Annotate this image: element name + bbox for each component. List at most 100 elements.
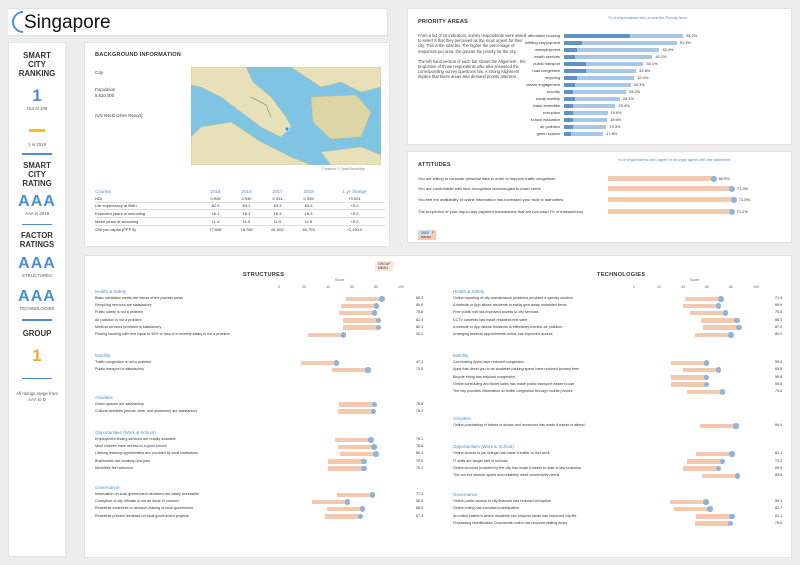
- factor-bar: [300, 360, 337, 366]
- priority-row: green spaces 17.8%: [408, 131, 793, 137]
- divider: [22, 223, 52, 225]
- factor-score-value: 77.3: [416, 492, 424, 496]
- factor-score-value: 80.4: [416, 451, 424, 456]
- priority-label: green spaces: [536, 131, 560, 136]
- category-heading: Activities: [453, 416, 471, 422]
- factor-score-marker: [703, 374, 710, 381]
- table-row: Mean years of schooling 11.4 11.5 11.5 11.5 +…: [95, 217, 385, 226]
- priority-description: From a list of 15 indicators, survey res…: [418, 33, 530, 80]
- factor-bar: [703, 325, 740, 330]
- table-cell: 83.5: [293, 201, 325, 210]
- factor-score-marker: [340, 332, 347, 338]
- background-title: BACKGROUND INFORMATION: [95, 52, 182, 58]
- factor-bar: [337, 409, 374, 414]
- priority-row: affordable housing 54.2%: [408, 33, 793, 39]
- table-cell: 0.935: [303, 195, 314, 201]
- factor-bar: [689, 310, 726, 316]
- priority-alignment-bar: [564, 69, 586, 73]
- city-map[interactable]: [191, 67, 381, 165]
- attitude-bar: [608, 176, 715, 181]
- priority-alignment-bar: [564, 83, 575, 87]
- attitude-question: The proportion of your day-to-day paymen…: [418, 209, 584, 214]
- priority-row: basic amenities 23.4%: [408, 103, 793, 109]
- axis-tick: 40: [326, 285, 330, 289]
- factor-score-value: 59.3: [775, 499, 783, 504]
- priority-alignment-bar: [564, 62, 586, 66]
- factor-item-label: Cultural activities (shows, bars, and mu…: [95, 408, 198, 413]
- factor-score-value: 85.2: [416, 296, 424, 300]
- factor-bar: [682, 466, 719, 471]
- divider: [22, 153, 52, 155]
- factor-item-label: Residents provide feedback on local gove…: [95, 513, 189, 518]
- table-cell: +0.001: [348, 195, 361, 201]
- factor-score-marker: [736, 324, 742, 331]
- attitude-question: You feel the availability of online info…: [418, 197, 564, 202]
- priority-value: 40.2%: [655, 54, 667, 59]
- factor-score-value: 81.1: [775, 451, 783, 456]
- table-cell: 83,793: [293, 224, 325, 233]
- factor-item-label: Medical services provision is satisfacto…: [95, 324, 162, 329]
- factor-bar: [336, 492, 373, 497]
- factor-score-value: 79.6: [775, 520, 783, 525]
- priority-row: corruption 19.8%: [408, 110, 793, 116]
- table-cell: +0.0: [324, 209, 385, 218]
- factor-score-value: 78.8: [416, 401, 424, 406]
- priority-value: 19.8%: [610, 110, 622, 115]
- priority-label: basic amenities: [533, 103, 560, 108]
- factor-score-marker: [357, 513, 364, 520]
- priority-value: 17.8%: [606, 131, 618, 136]
- structures-title: STRUCTURES: [243, 272, 285, 278]
- factor-item-label: CCTV cameras has made residents feel saf…: [453, 317, 528, 322]
- table-cell: GNI per capita (PPP $): [95, 224, 200, 233]
- priority-alignment-bar: [564, 111, 573, 115]
- axis-tick: 20: [657, 285, 661, 289]
- table-row: HDI 0.928 0.930 0.934 0.935 +0.001: [95, 195, 385, 202]
- priority-alignment-bar: [564, 104, 573, 108]
- table-header-cell: Country: [95, 188, 112, 194]
- factor-bar: [335, 437, 372, 442]
- factor-item-label: Online public access to city finances ha…: [453, 499, 551, 504]
- factor-score-marker: [733, 423, 739, 429]
- factor-score-marker: [375, 317, 382, 324]
- factor-bar: [332, 367, 369, 373]
- table-cell: Mean years of schooling: [95, 217, 200, 226]
- priority-label: recycling: [544, 75, 560, 80]
- attitude-bar: [608, 186, 733, 191]
- priority-value: 43.4%: [662, 47, 674, 52]
- priority-bar: [564, 62, 644, 66]
- attitude-value: 71.3%: [736, 186, 749, 191]
- axis-tick: 100: [753, 285, 759, 289]
- axis-tick: 80: [374, 285, 378, 289]
- factor-bar: [694, 521, 731, 526]
- attitude-question: You are willing to concede personal data…: [418, 176, 556, 181]
- structures-technologies-card: LEGEND2020CITY2019GROUP MEAN STRUCTURES …: [84, 255, 792, 558]
- priority-alignment-bar: [564, 34, 630, 38]
- factor-score-value: 59.8: [775, 374, 783, 379]
- table-cell: +2,293.0: [324, 224, 385, 233]
- structures-rating: AAA: [18, 255, 56, 272]
- factor-score-marker: [365, 367, 371, 373]
- factor-score-marker: [344, 499, 351, 505]
- factor-item-label: An online platform where residents can p…: [453, 513, 577, 518]
- priority-label: fulfilling employment: [524, 40, 560, 45]
- factor-score-value: 71.9: [775, 296, 783, 300]
- background-info-card: BACKGROUND INFORMATION City Population 5…: [84, 42, 390, 247]
- attitude-bar: [608, 209, 733, 214]
- priority-row: public transport 36.1%: [408, 61, 793, 67]
- factor-score-value: 78.8: [416, 310, 424, 315]
- priority-subtitle: % of respondents who chose the Priority …: [608, 15, 687, 20]
- attitude-marker: [728, 185, 735, 192]
- attitude-marker: [710, 175, 717, 182]
- factor-score-marker: [718, 296, 724, 302]
- rating-value: AAA: [18, 192, 56, 210]
- table-cell: Expected years of schooling: [95, 209, 200, 218]
- priority-value: 19.3%: [609, 124, 621, 129]
- factor-score-value: 62.7: [775, 506, 783, 511]
- factor-bar: [686, 389, 723, 394]
- priority-label: citizen engagement: [526, 82, 560, 87]
- left-summary-panel: SMART CITY RANKING 1 Out of 109 1 in 2019 …: [8, 42, 66, 557]
- priority-bar: [564, 55, 653, 59]
- axis-tick: 40: [681, 285, 685, 289]
- smart-city-rating-heading: SMART CITY RATING: [22, 160, 52, 188]
- table-cell: 0.930: [241, 195, 252, 201]
